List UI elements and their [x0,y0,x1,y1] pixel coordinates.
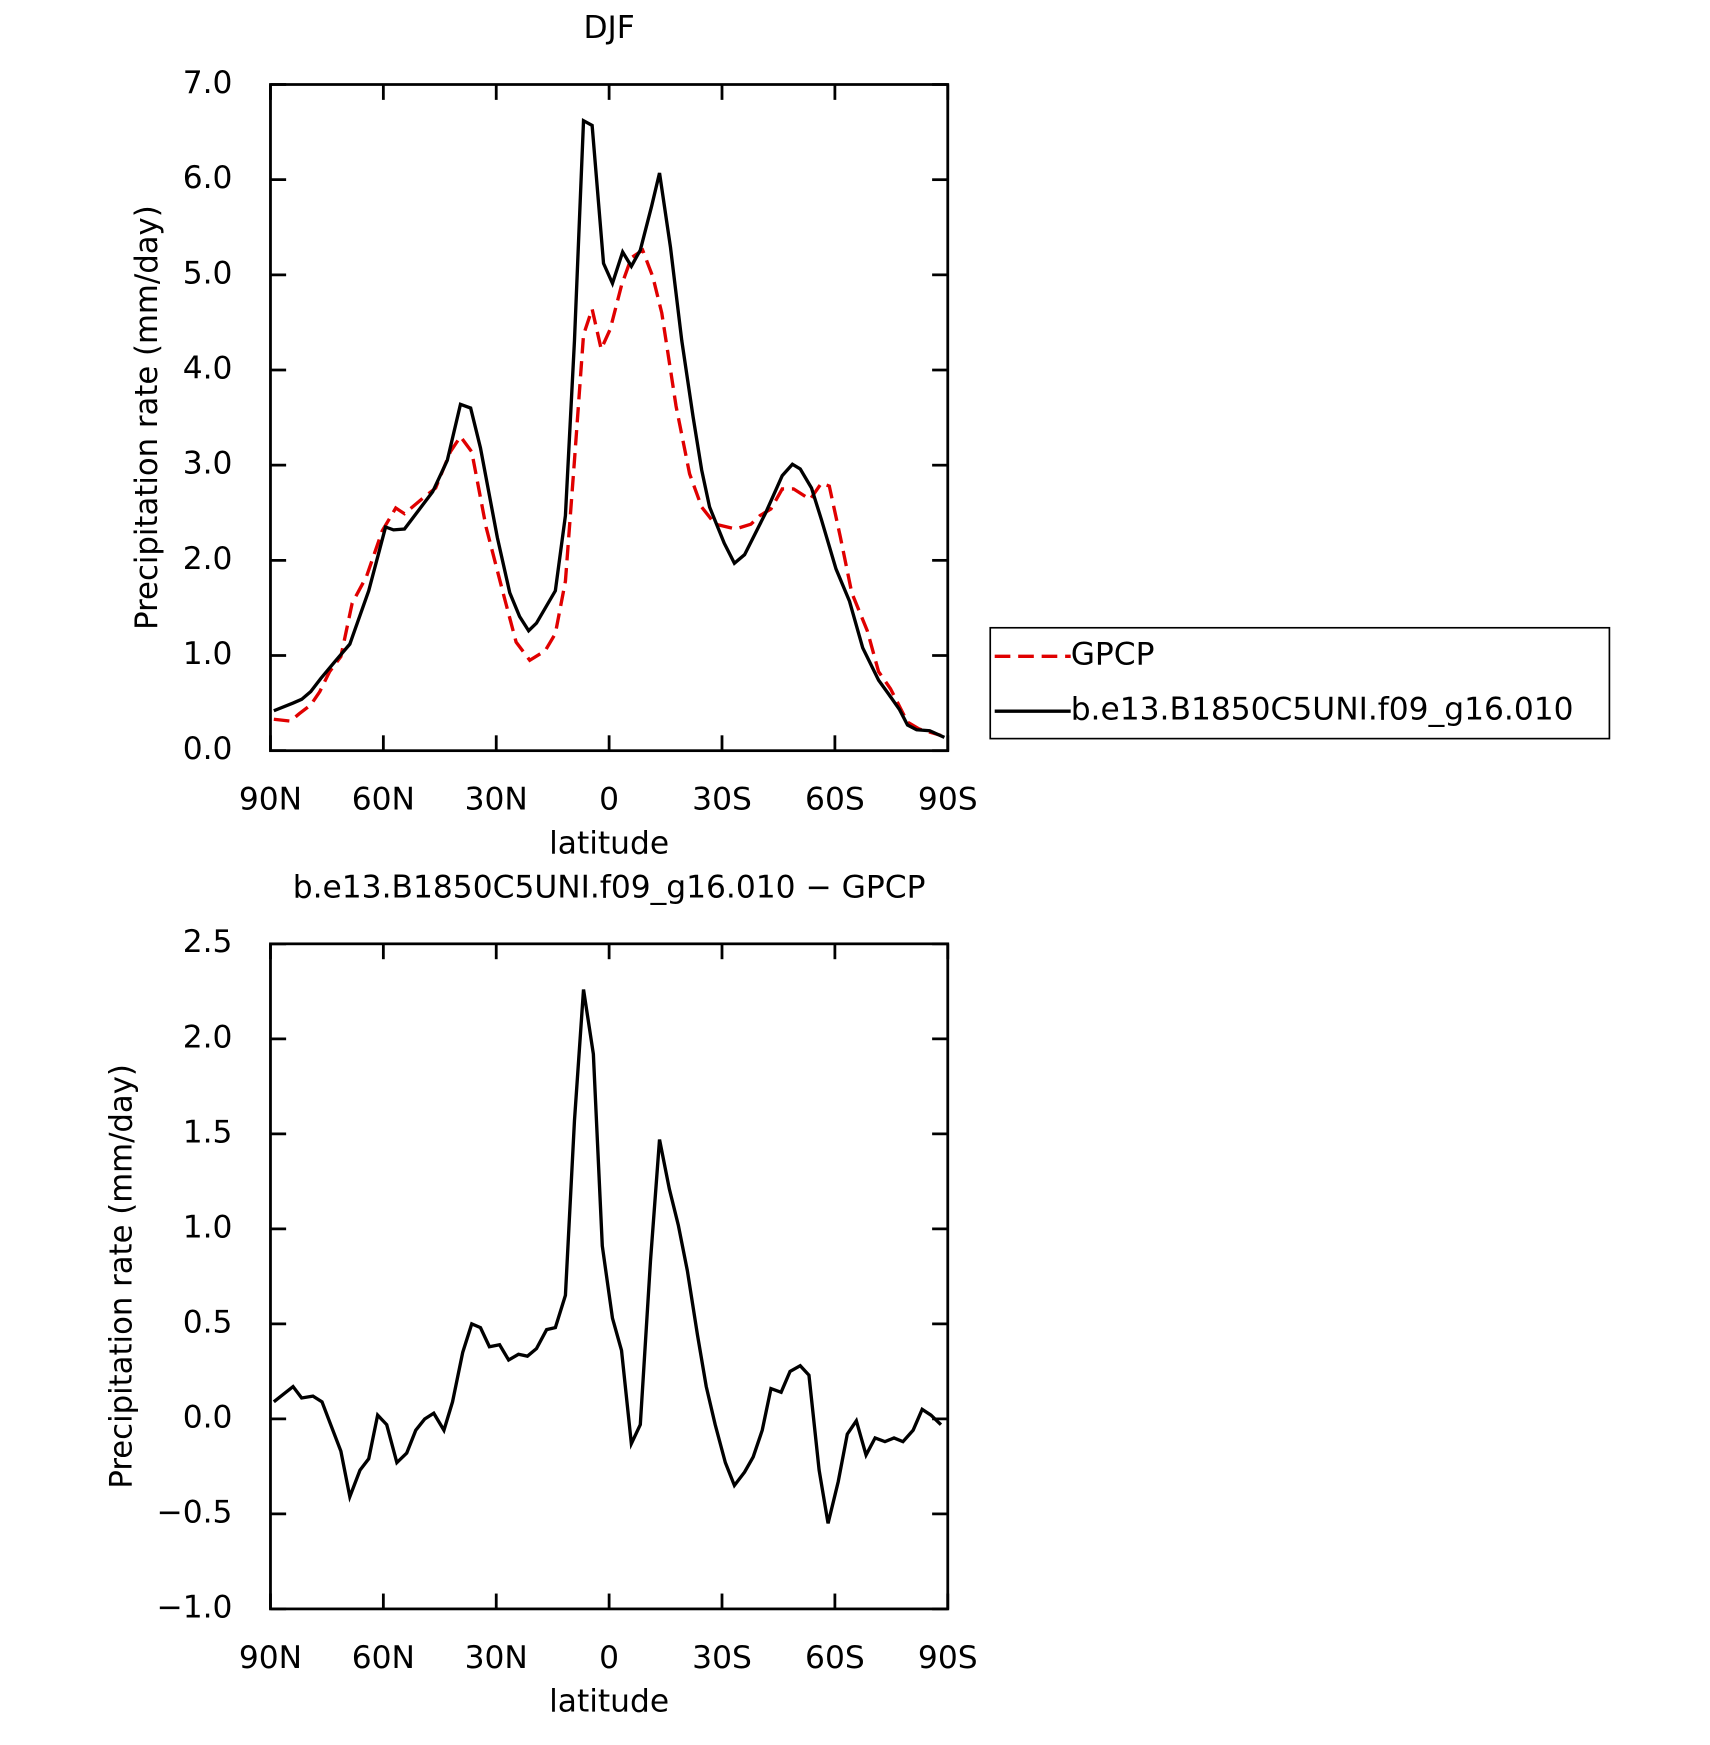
x-axis-label: latitude [549,1684,669,1720]
y-tick-label: −1.0 [157,1590,233,1626]
y-tick-label: 0.0 [183,1400,233,1436]
x-tick-label: 30N [465,1640,528,1676]
x-tick-label: 30N [465,782,528,818]
y-tick-label: −0.5 [157,1495,233,1531]
x-tick-label: 90S [918,1640,978,1676]
legend-label: GPCP [1071,637,1155,673]
y-tick-label: 2.0 [183,541,233,577]
x-tick-label: 30S [692,1640,752,1676]
y-tick-label: 0.5 [183,1305,233,1341]
y-tick-label: 1.5 [183,1115,233,1151]
y-tick-label: 5.0 [183,256,233,292]
y-tick-label: 2.0 [183,1020,233,1056]
y-tick-label: 3.0 [183,446,233,482]
y-tick-label: 6.0 [183,160,233,196]
x-tick-label: 60N [352,1640,415,1676]
y-tick-label: 4.0 [183,351,233,387]
chart-title: DJF [583,10,634,46]
x-tick-label: 30S [692,782,752,818]
x-tick-label: 0 [599,782,619,818]
plot-frame [269,942,950,1611]
y-tick-label: 1.0 [183,636,233,672]
chart-title: b.e13.B1850C5UNI.f09_g16.010 − GPCP [293,870,926,906]
y-tick-label: 0.0 [183,731,233,767]
x-tick-label: 0 [599,1640,619,1676]
data-line [273,117,946,739]
x-tick-label: 90S [918,782,978,818]
data-line [273,247,942,737]
data-line [272,989,943,1524]
x-tick-label: 60N [352,782,415,818]
plot-frame [269,83,950,753]
y-tick-label: 1.0 [183,1210,233,1246]
y-axis-label: Precipitation rate (mm/day) [129,205,165,630]
x-tick-label: 90N [239,782,302,818]
x-axis-label: latitude [549,826,669,862]
x-tick-label: 60S [805,782,865,818]
x-tick-label: 60S [805,1640,865,1676]
x-tick-label: 90N [239,1640,302,1676]
legend-box [989,626,1611,740]
legend-label: b.e13.B1850C5UNI.f09_g16.010 [1071,692,1574,728]
y-axis-label: Precipitation rate (mm/day) [103,1064,139,1489]
y-tick-label: 2.5 [183,925,233,961]
y-tick-label: 7.0 [183,65,233,101]
